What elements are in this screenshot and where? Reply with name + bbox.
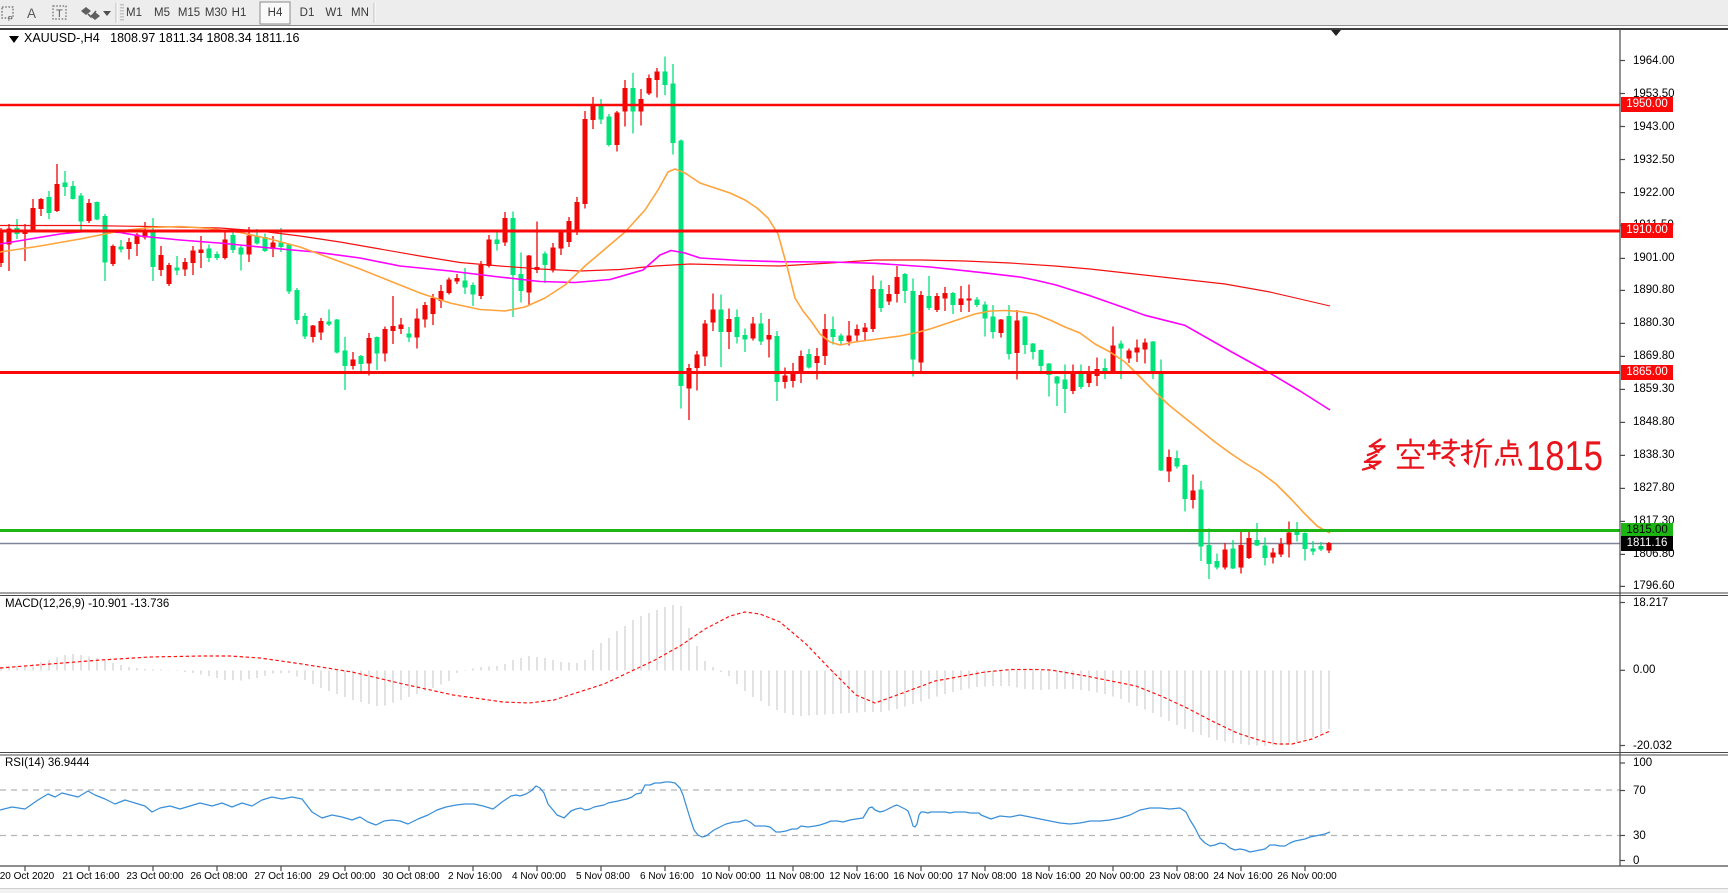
svg-text:A: A xyxy=(27,6,36,21)
svg-text:F: F xyxy=(8,16,12,23)
svg-text:T: T xyxy=(56,8,63,20)
svg-text:1815: 1815 xyxy=(1526,432,1603,479)
